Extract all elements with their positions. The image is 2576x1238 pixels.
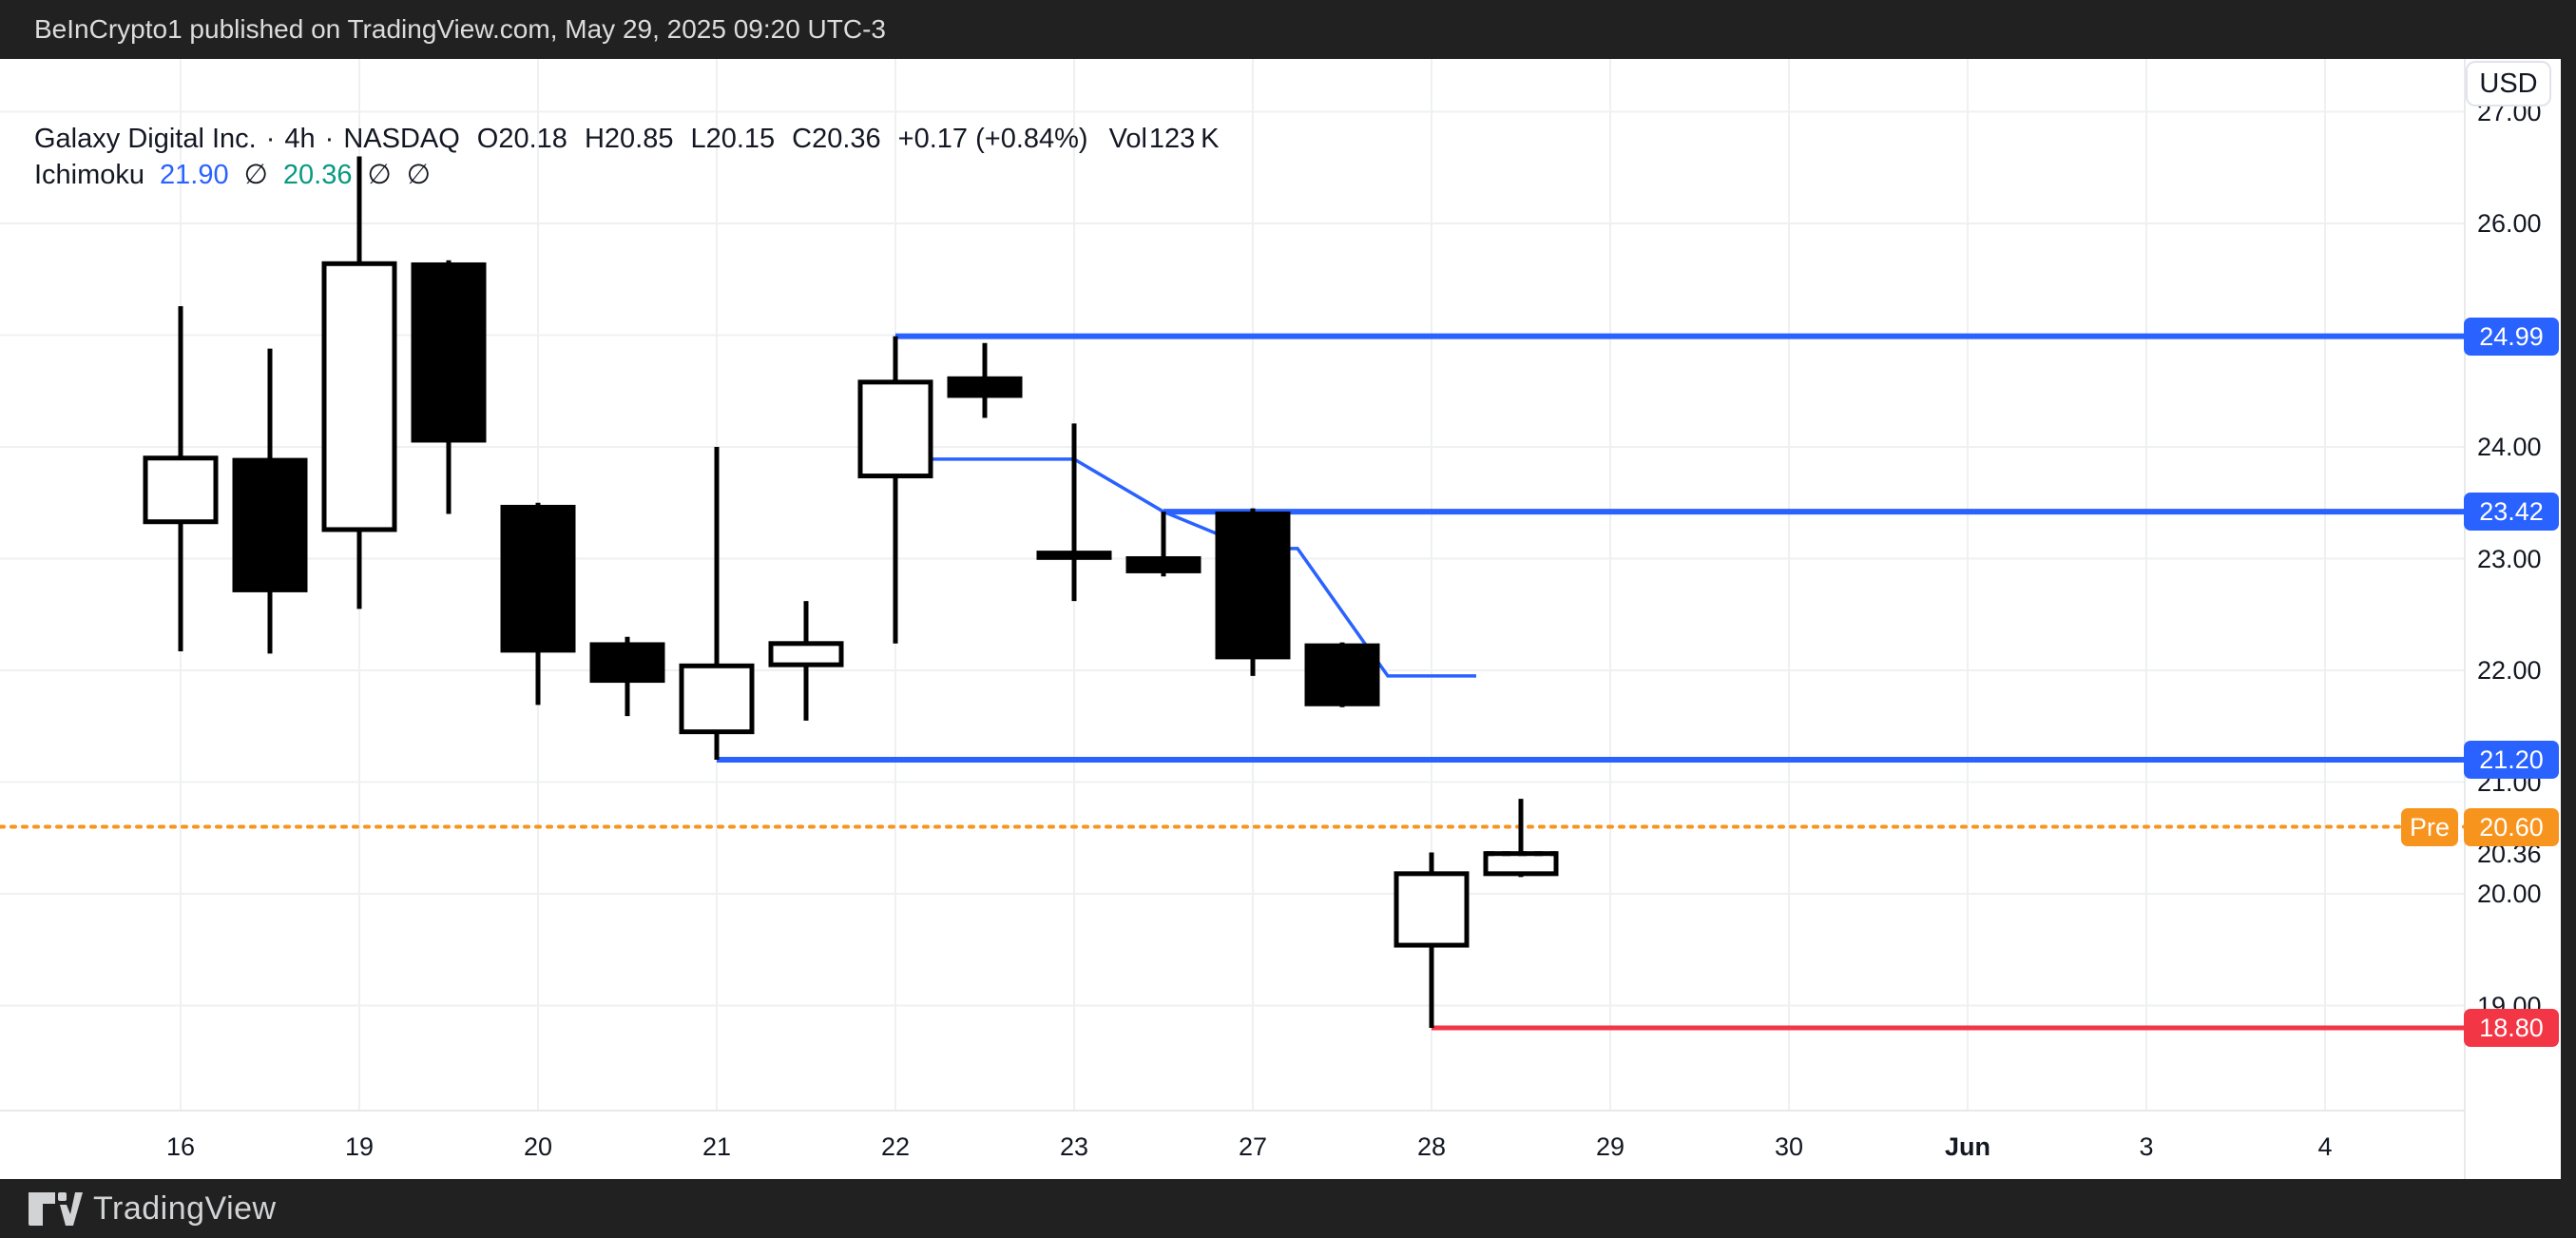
volume-value: 123 K xyxy=(1148,124,1220,154)
exchange-label: NASDAQ xyxy=(343,124,460,154)
candle-body xyxy=(1215,512,1291,660)
price-label-24.00: 24.00 xyxy=(2477,433,2542,461)
candle-body xyxy=(411,261,487,443)
time-label-27: 27 xyxy=(1238,1132,1268,1161)
change-value: +0.17 (+0.84%) xyxy=(897,124,1088,154)
ohlc-values: O20.18 H20.85 L20.15 C20.36 xyxy=(460,124,881,155)
time-label-21: 21 xyxy=(702,1132,732,1161)
ohlc-c: C20.36 xyxy=(792,124,881,154)
tradingview-brand-text[interactable]: TradingView xyxy=(93,1190,277,1227)
candle-body xyxy=(1125,556,1201,573)
time-label-19: 19 xyxy=(344,1132,375,1161)
candle-body xyxy=(232,457,308,592)
candle-body xyxy=(589,642,665,684)
candle-body xyxy=(947,376,1023,398)
candlestick-chart[interactable] xyxy=(0,59,2561,1179)
candle-body xyxy=(857,379,933,479)
indicator-value-3: ∅ xyxy=(367,160,392,190)
separator-dot: · xyxy=(265,124,276,154)
candle-body xyxy=(768,641,844,667)
volume-label: Vol xyxy=(1108,124,1147,154)
currency-button[interactable]: USD xyxy=(2466,61,2551,106)
candle-body xyxy=(321,261,397,532)
time-label-20: 20 xyxy=(523,1132,553,1161)
indicator-value-4: ∅ xyxy=(406,160,431,190)
attribution-text: BeInCrypto1 published on TradingView.com… xyxy=(34,14,886,44)
footer-bar: TradingView xyxy=(0,1179,2576,1238)
price-badge-24.99: 24.99 xyxy=(2464,317,2559,356)
candle-body xyxy=(143,455,219,525)
time-label-Jun: Jun xyxy=(1944,1132,1991,1161)
indicator-value-2: 20.36 xyxy=(282,160,353,190)
price-badge-20.60: 20.60 xyxy=(2464,807,2559,846)
indicator-legend: Ichimoku 21.90 ∅ 20.36 ∅ ∅ xyxy=(34,158,431,191)
candle-body xyxy=(1394,871,1470,948)
time-label-28: 28 xyxy=(1416,1132,1447,1161)
symbol-header: Galaxy Digital Inc. · 4h · NASDAQ O20.18 H20.8… xyxy=(34,124,1219,155)
time-label-29: 29 xyxy=(1595,1132,1625,1161)
candle-body xyxy=(1304,643,1380,706)
price-label-22.00: 22.00 xyxy=(2477,656,2542,685)
symbol-title: Galaxy Digital Inc. xyxy=(34,124,257,154)
time-label-4: 4 xyxy=(2317,1132,2333,1161)
candle-body xyxy=(500,504,576,653)
time-label-16: 16 xyxy=(165,1132,196,1161)
ohlc-l: L20.15 xyxy=(690,124,776,154)
price-badge-21.20: 21.20 xyxy=(2464,741,2559,779)
time-label-22: 22 xyxy=(880,1132,911,1161)
chart-panel[interactable]: Galaxy Digital Inc. · 4h · NASDAQ O20.18 H20.8… xyxy=(0,59,2561,1179)
price-badge-18.80: 18.80 xyxy=(2464,1009,2559,1047)
indicator-value-1: ∅ xyxy=(243,160,268,190)
candle-body xyxy=(1483,851,1559,877)
interval-label: 4h xyxy=(284,124,316,154)
time-label-3: 3 xyxy=(2139,1132,2154,1161)
candle-body xyxy=(1036,551,1112,560)
ohlc-o: O20.18 xyxy=(476,124,567,154)
ohlc-h: H20.85 xyxy=(584,124,674,154)
right-border-strip xyxy=(2561,0,2576,1238)
attribution-bar: BeInCrypto1 published on TradingView.com… xyxy=(0,0,2576,59)
pre-market-badge: Pre xyxy=(2401,807,2458,846)
separator-dot: · xyxy=(324,124,335,154)
indicator-value-0: 21.90 xyxy=(160,160,229,190)
price-label-20.00: 20.00 xyxy=(2477,880,2542,908)
indicator-name: Ichimoku xyxy=(34,160,145,190)
candle-body xyxy=(679,663,755,735)
price-label-23.00: 23.00 xyxy=(2477,544,2542,573)
time-label-23: 23 xyxy=(1059,1132,1089,1161)
time-label-30: 30 xyxy=(1774,1132,1804,1161)
price-label-26.00: 26.00 xyxy=(2477,209,2542,238)
tradingview-logo-icon[interactable] xyxy=(29,1191,83,1227)
price-badge-23.42: 23.42 xyxy=(2464,493,2559,532)
